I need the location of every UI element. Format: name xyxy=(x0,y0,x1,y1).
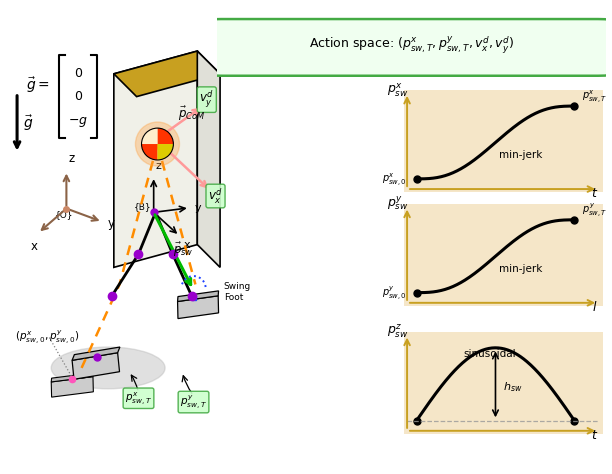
Text: 0: 0 xyxy=(74,67,82,80)
Polygon shape xyxy=(51,373,94,382)
Polygon shape xyxy=(114,51,197,267)
Text: {O}: {O} xyxy=(55,210,74,219)
Text: Swing
Foot: Swing Foot xyxy=(224,283,251,302)
Text: y: y xyxy=(195,203,201,213)
Text: $p_{sw}^y$: $p_{sw}^y$ xyxy=(387,195,408,212)
Wedge shape xyxy=(141,144,157,160)
Text: $(p_{sw,0}^x, p_{sw,0}^y)$: $(p_{sw,0}^x, p_{sw,0}^y)$ xyxy=(15,328,80,346)
Text: $p_{sw,0}^y$: $p_{sw,0}^y$ xyxy=(382,284,407,301)
Text: x: x xyxy=(184,240,191,250)
Polygon shape xyxy=(114,51,220,97)
Text: sinusoidal: sinusoidal xyxy=(464,348,517,358)
Text: $v_y^d$: $v_y^d$ xyxy=(200,89,214,110)
Text: $v_x^d$: $v_x^d$ xyxy=(208,186,223,206)
Text: $p_{sw,T}^x$: $p_{sw,T}^x$ xyxy=(582,88,608,105)
Polygon shape xyxy=(177,291,218,301)
Text: $p_{sw,T}^x$: $p_{sw,T}^x$ xyxy=(125,390,152,407)
Polygon shape xyxy=(72,347,120,360)
Wedge shape xyxy=(157,144,173,160)
Text: $\vec{p}_{CoM}$: $\vec{p}_{CoM}$ xyxy=(178,105,206,123)
FancyBboxPatch shape xyxy=(206,19,612,76)
Text: $p_{sw,0}^x$: $p_{sw,0}^x$ xyxy=(382,171,407,188)
Text: $-g$: $-g$ xyxy=(68,115,88,128)
Wedge shape xyxy=(141,128,157,144)
Polygon shape xyxy=(197,51,220,267)
Text: $p_{sw}^z$: $p_{sw}^z$ xyxy=(387,323,408,340)
Text: y: y xyxy=(107,217,114,230)
Text: $p_{sw,T}^{\,y}$: $p_{sw,T}^{\,y}$ xyxy=(582,201,608,219)
Wedge shape xyxy=(157,128,173,144)
Text: Action space: $(p_{sw,T}^x, p_{sw,T}^y, v_x^d, v_y^d)$: Action space: $(p_{sw,T}^x, p_{sw,T}^y, … xyxy=(309,34,514,55)
Text: x: x xyxy=(31,240,38,253)
Polygon shape xyxy=(177,296,218,319)
Text: 0: 0 xyxy=(74,90,82,103)
Text: {B}: {B} xyxy=(134,202,152,211)
Text: $h_{sw}$: $h_{sw}$ xyxy=(502,380,522,394)
Polygon shape xyxy=(51,377,94,397)
Polygon shape xyxy=(72,353,119,379)
Text: z: z xyxy=(69,152,75,165)
Text: $\vec{g}=$: $\vec{g}=$ xyxy=(26,75,50,95)
Text: $\vec{g}$: $\vec{g}$ xyxy=(23,113,33,133)
Text: $t$: $t$ xyxy=(591,429,599,442)
Ellipse shape xyxy=(51,347,165,389)
Text: min-jerk: min-jerk xyxy=(499,150,542,161)
Circle shape xyxy=(135,122,179,166)
Text: min-jerk: min-jerk xyxy=(499,264,542,274)
Text: $p_{sw,T}^y$: $p_{sw,T}^y$ xyxy=(180,393,207,411)
Text: $p_{sw}^x$: $p_{sw}^x$ xyxy=(387,81,408,99)
Text: z: z xyxy=(155,161,162,172)
Text: $l$: $l$ xyxy=(592,300,598,314)
Text: $t$: $t$ xyxy=(591,187,599,200)
Text: $\vec{p}_{sw}$: $\vec{p}_{sw}$ xyxy=(173,241,193,259)
